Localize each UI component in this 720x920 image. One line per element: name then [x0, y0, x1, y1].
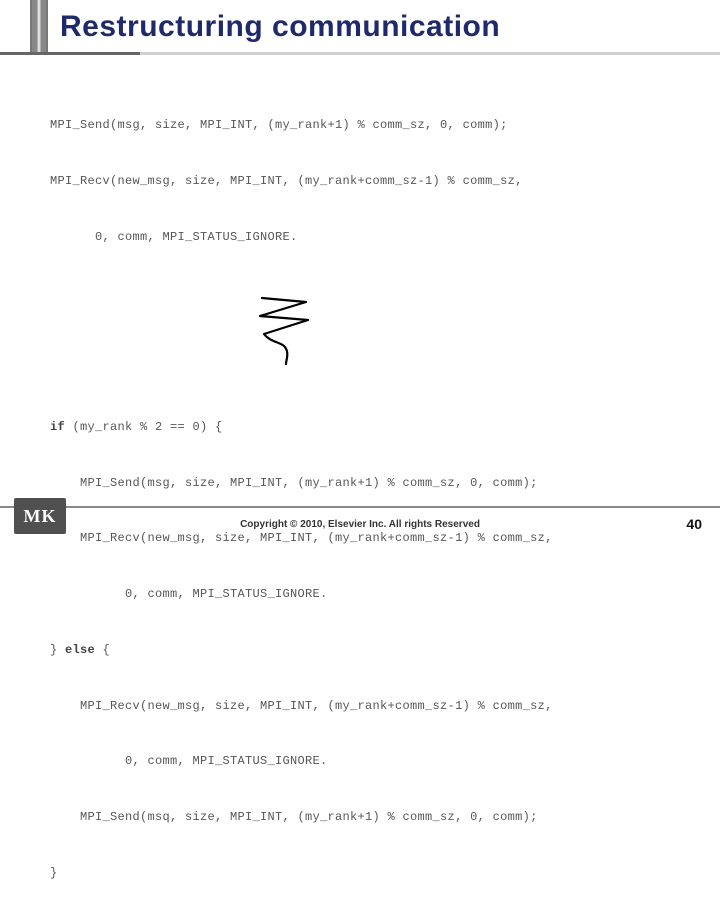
code-line: MPI_Send(msq, size, MPI_INT, (my_rank+1)… [50, 808, 680, 827]
footer: MK Copyright © 2010, Elsevier Inc. All r… [0, 506, 720, 540]
code-block-restructured: if (my_rank % 2 == 0) { MPI_Send(msg, si… [50, 381, 680, 920]
code-line: MPI_Send(msg, size, MPI_INT, (my_rank+1)… [50, 116, 680, 135]
code-line: MPI_Send(msg, size, MPI_INT, (my_rank+1)… [50, 474, 680, 493]
code-line: 0, comm, MPI_STATUS_IGNORE. [50, 752, 680, 771]
content-area: MPI_Send(msg, size, MPI_INT, (my_rank+1)… [0, 55, 720, 920]
annotation-squiggle-icon [250, 292, 680, 371]
page-number: 40 [686, 516, 702, 532]
code-line: } [50, 864, 680, 883]
code-line: } else { [50, 641, 680, 660]
copyright-text: Copyright © 2010, Elsevier Inc. All righ… [0, 519, 720, 530]
code-block-original: MPI_Send(msg, size, MPI_INT, (my_rank+1)… [50, 79, 680, 284]
publisher-logo-icon: MK [14, 498, 66, 534]
code-line: MPI_Recv(new_msg, size, MPI_INT, (my_ran… [50, 697, 680, 716]
code-line: MPI_Recv(new_msg, size, MPI_INT, (my_ran… [50, 172, 680, 191]
code-line: if (my_rank % 2 == 0) { [50, 418, 680, 437]
title-bar: Restructuring communication [0, 0, 720, 55]
logo-text: MK [24, 506, 57, 527]
code-line: 0, comm, MPI_STATUS_IGNORE. [50, 228, 680, 247]
code-line: 0, comm, MPI_STATUS_IGNORE. [50, 585, 680, 604]
slide-title: Restructuring communication [60, 10, 700, 44]
